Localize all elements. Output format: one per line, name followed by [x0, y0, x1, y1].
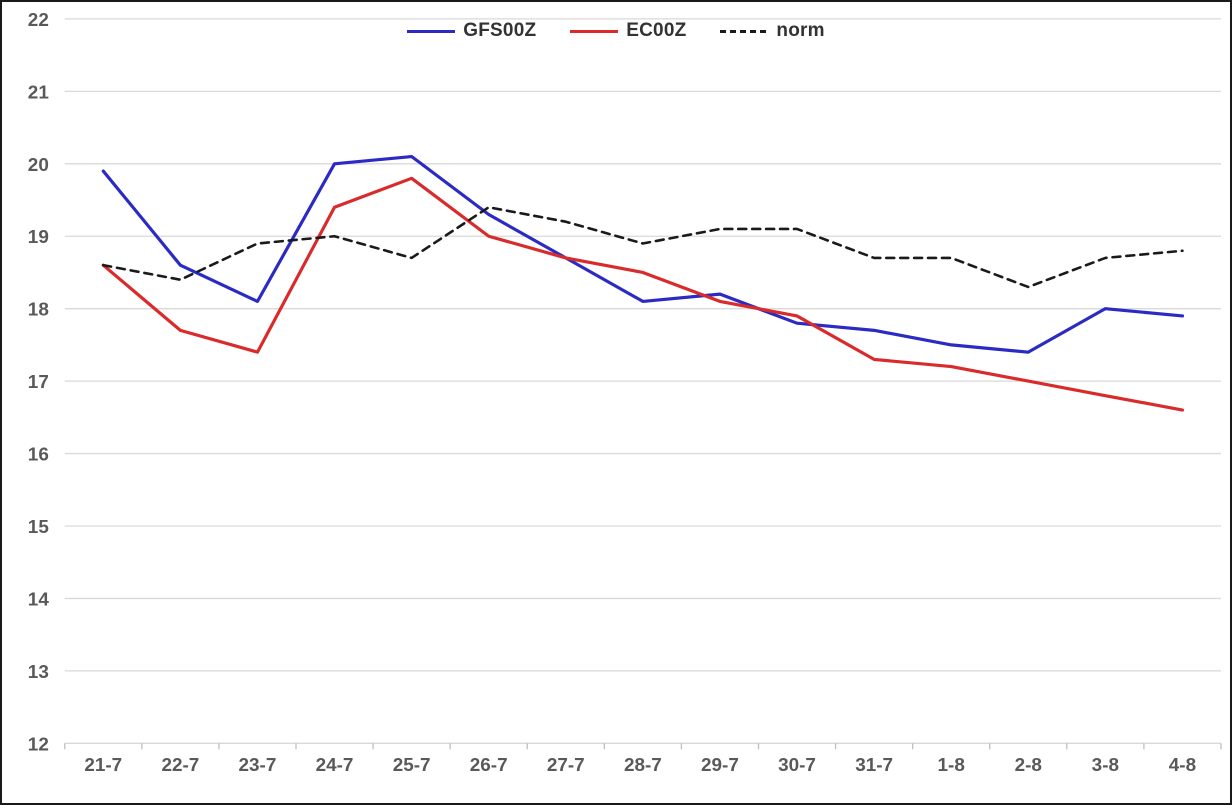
y-axis-label-17: 17 — [28, 372, 49, 393]
x-axis-label-28-7: 28-7 — [624, 755, 662, 776]
x-axis-label-30-7: 30-7 — [778, 755, 816, 776]
legend-dashed-line-icon — [720, 29, 769, 33]
y-axis-label-19: 19 — [28, 227, 49, 248]
y-axis-label-16: 16 — [28, 445, 49, 466]
legend-label: GFS00Z — [463, 20, 537, 41]
x-axis-label-21-7: 21-7 — [84, 755, 122, 776]
chart-legend: GFS00Z EC00Z norm — [2, 20, 1230, 42]
x-axis-label-31-7: 31-7 — [855, 755, 893, 776]
y-axis-label-13: 13 — [28, 662, 49, 683]
y-axis-label-18: 18 — [28, 300, 49, 321]
x-axis-label-23-7: 23-7 — [239, 755, 277, 776]
y-axis-label-12: 12 — [28, 734, 49, 755]
x-axis-label-4-8: 4-8 — [1169, 755, 1196, 776]
series-line-norm — [101, 205, 1184, 289]
legend-item-ec00z: EC00Z — [570, 20, 686, 42]
legend-label: norm — [776, 20, 825, 41]
x-axis-label-2-8: 2-8 — [1015, 755, 1042, 776]
x-axis-label-29-7: 29-7 — [701, 755, 739, 776]
x-axis-label-25-7: 25-7 — [393, 755, 431, 776]
y-axis-label-21: 21 — [28, 82, 49, 103]
x-axis-label-22-7: 22-7 — [161, 755, 199, 776]
x-axis-label-24-7: 24-7 — [316, 755, 354, 776]
x-axis-label-26-7: 26-7 — [470, 755, 508, 776]
y-axis-label-20: 20 — [28, 155, 49, 176]
legend-label: EC00Z — [626, 20, 687, 41]
x-axis-label-3-8: 3-8 — [1092, 755, 1119, 776]
legend-item-gfs00z: GFS00Z — [407, 20, 536, 42]
legend-item-norm: norm — [720, 20, 825, 42]
legend-solid-line-icon — [407, 29, 456, 33]
series-line-ec00z — [101, 176, 1185, 412]
y-axis-label-22: 22 — [28, 10, 49, 31]
series-line-gfs00z — [101, 154, 1185, 354]
x-axis-label-27-7: 27-7 — [547, 755, 585, 776]
legend-solid-line-icon — [570, 29, 619, 33]
y-axis-label-15: 15 — [28, 517, 49, 538]
y-axis-label-14: 14 — [28, 589, 50, 610]
x-axis-label-1-8: 1-8 — [938, 755, 965, 776]
